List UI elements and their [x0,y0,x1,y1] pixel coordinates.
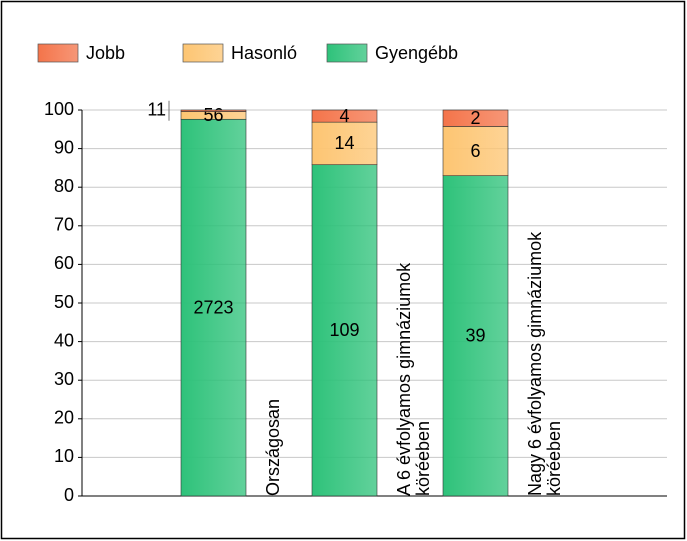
legend-label: Gyengébb [375,43,458,63]
data-label: 4 [339,106,349,126]
legend-swatch [326,43,368,63]
bar-segment [442,126,509,177]
data-label: 2 [470,108,480,128]
data-label: 11 [147,100,166,120]
bar-segment [311,121,378,166]
x-tick-label: A 6 évfolyamos gimnáziumok köréeben [394,262,433,496]
data-label: 56 [203,105,223,125]
data-label: 14 [334,133,354,153]
legend-label: Hasonló [231,43,297,63]
bar-segment [442,109,509,127]
y-tick-label: 60 [54,253,74,273]
data-label: 6 [470,141,480,161]
bar-segment [180,118,247,497]
y-tick-label: 0 [64,485,74,505]
y-tick-label: 50 [54,292,74,312]
x-tick-label: Országosan [263,398,283,496]
legend-swatch [182,43,224,63]
bar-segment [442,175,509,497]
y-tick-label: 20 [54,408,74,428]
bar-segment [311,109,378,123]
y-tick-label: 40 [54,330,74,350]
legend-swatch [37,43,79,63]
y-tick-label: 90 [54,137,74,157]
y-tick-label: 30 [54,369,74,389]
y-tick-label: 80 [54,176,74,196]
data-label: 109 [329,320,359,340]
data-label: 2723 [193,297,233,317]
y-tick-label: 10 [54,446,74,466]
x-tick-label: Nagy 6 évfolyamos gimnáziumok köréeben [525,231,564,496]
legend-label: Jobb [86,43,125,63]
y-tick-label: 70 [54,215,74,235]
y-tick-label: 100 [44,99,74,119]
data-label: 39 [465,326,485,346]
bar-segment [180,109,247,112]
bar-segment [311,164,378,497]
